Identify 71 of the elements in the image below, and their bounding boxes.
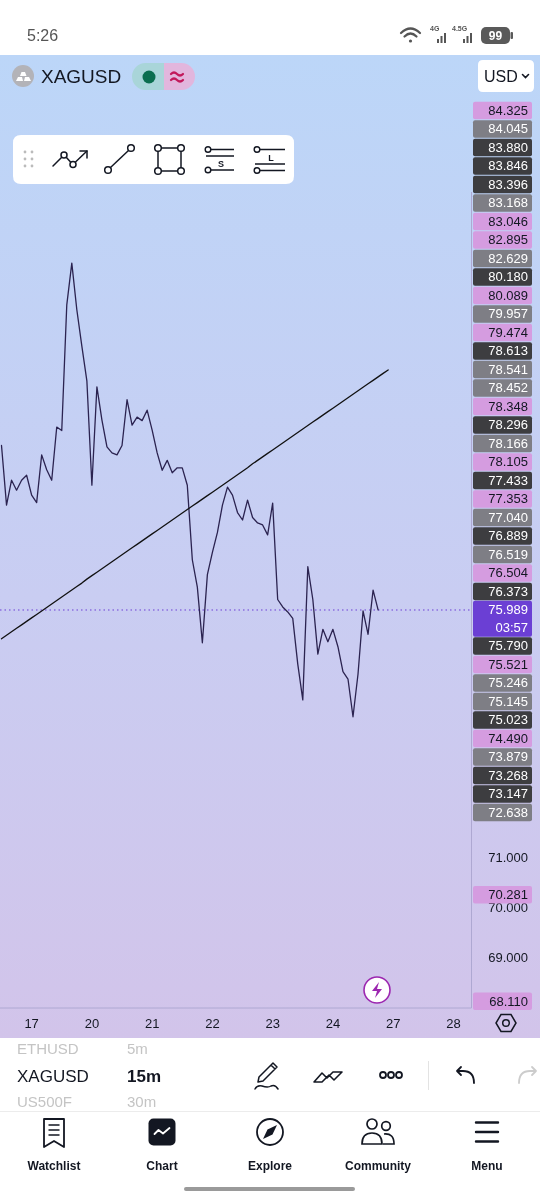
text: 83.396 (488, 176, 528, 192)
x-tick-label: 21 (144, 1016, 160, 1031)
text: 76.373 (488, 583, 528, 599)
x-tick-label: 20 (84, 1016, 100, 1031)
x-tick-label: 22 (205, 1016, 220, 1031)
x-tick-label: 23 (265, 1016, 280, 1031)
text: 82.895 (488, 232, 528, 248)
text: 73.268 (488, 767, 528, 783)
text: 5m (127, 1040, 148, 1057)
text: 73.879 (488, 749, 528, 765)
text: 72.638 (488, 804, 528, 820)
text: 83.880 (488, 139, 528, 155)
text: 75.521 (488, 656, 528, 672)
y-tick-label: 69.000 (488, 949, 528, 965)
text: 84.325 (488, 102, 528, 118)
text: 03:57 (495, 619, 528, 635)
y-tick-label: 70.000 (488, 900, 528, 916)
text: 79.957 (488, 306, 528, 322)
text: 5:26 (27, 27, 59, 44)
text: 83.168 (488, 195, 528, 211)
text: ETHUSD (17, 1040, 79, 1057)
text: 80.089 (488, 287, 528, 303)
text: 78.613 (488, 343, 528, 359)
text: XAGUSD (17, 1067, 89, 1086)
text: 70.281 (488, 887, 528, 902)
text: 78.541 (488, 361, 528, 377)
text: 78.105 (488, 454, 528, 470)
text: 80.180 (488, 269, 528, 285)
text: Menu (471, 1159, 503, 1173)
text: Chart (146, 1159, 178, 1173)
text: S (217, 159, 225, 169)
text: Explore (247, 1159, 293, 1173)
text: Watchlist (27, 1159, 81, 1173)
text: L (268, 153, 275, 163)
text: 75.023 (488, 712, 528, 728)
text: 77.433 (488, 472, 528, 488)
text: 84.045 (488, 121, 528, 137)
text: 79.474 (488, 324, 528, 340)
text: US500F (17, 1093, 73, 1110)
text: 77.040 (488, 509, 528, 525)
text: 78.296 (488, 417, 528, 433)
text: 82.629 (488, 250, 528, 266)
ref-line-label: 75.989 (488, 602, 528, 618)
x-tick-label: 28 (446, 1016, 461, 1031)
x-tick-label: 27 (385, 1016, 401, 1031)
text: 74.490 (488, 730, 528, 746)
text: 76.519 (488, 546, 528, 562)
text: 30m (127, 1093, 157, 1110)
chart-title: XAGUSD (41, 66, 122, 87)
text: 78.452 (488, 380, 528, 396)
y-tick-label: 71.000 (488, 850, 528, 866)
text: 78.348 (488, 398, 528, 414)
text: 75.246 (488, 675, 528, 691)
text: 83.846 (488, 158, 528, 174)
text: Community (345, 1159, 412, 1173)
text: 78.166 (488, 435, 528, 451)
line-series (0, 262, 379, 718)
text: 75.145 (488, 693, 528, 709)
text: 73.147 (488, 786, 528, 802)
x-tick-label: 24 (325, 1016, 341, 1031)
x-tick-label: 17 (24, 1016, 39, 1031)
text: 76.504 (488, 565, 528, 581)
text: USD (484, 68, 518, 85)
text: 77.353 (488, 491, 528, 507)
text: 15m (127, 1067, 162, 1086)
line-series (0, 369, 389, 640)
text: 83.046 (488, 213, 528, 229)
text: 76.889 (488, 528, 528, 544)
text: 68.110 (489, 993, 528, 1009)
text: 99 (488, 29, 503, 43)
text: 75.790 (488, 638, 528, 654)
